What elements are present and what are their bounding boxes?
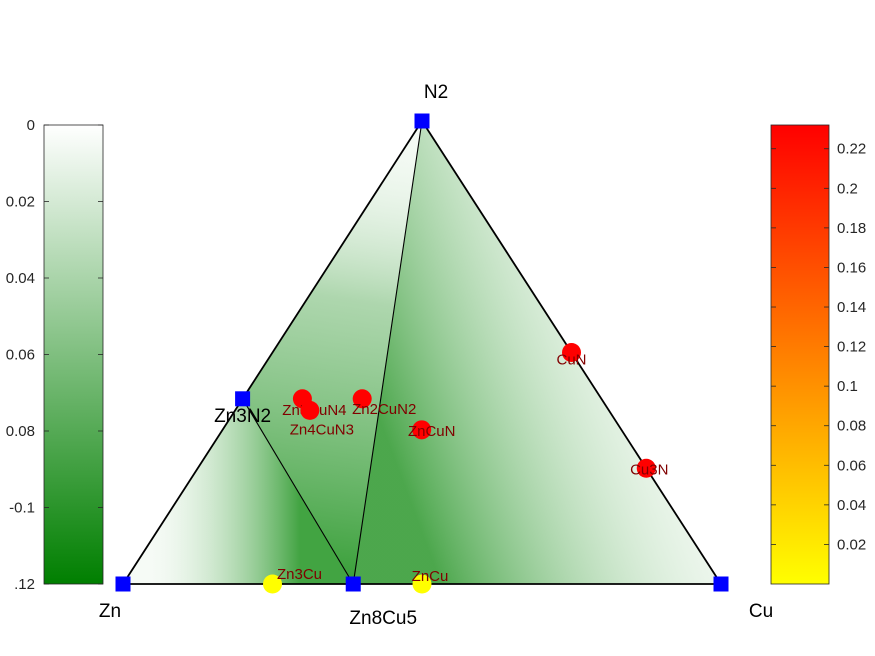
stable-point-cu [713, 576, 729, 592]
hull-distance-tick-label: 0.16 [837, 259, 866, 276]
convex-hull-shading [123, 121, 721, 584]
formation-energy-tick-label: 0.02 [6, 194, 35, 211]
label-zn2cun2: Zn2CuN2 [352, 401, 416, 418]
label-zn4cun3: Zn4CuN3 [290, 421, 354, 438]
point-cun [562, 343, 581, 362]
vertex-label-zn: Zn [99, 601, 121, 622]
hull-distance-tick-label: 0.2 [837, 180, 858, 197]
vertex-label-cu: Cu [749, 601, 773, 622]
label-zncu: ZnCu [412, 568, 449, 585]
hull-distance-colorbar-ticks: 0.02 0.04 0.06 0.08 0.1 0.12 0.14 0.16 0.18 0.2 0.… [771, 141, 866, 553]
stable-point-zn8cu5 [345, 576, 361, 592]
stable-point-zn3n2 [235, 391, 251, 407]
hull-distance-tick-label: 0.22 [837, 141, 866, 158]
hull-distance-colorbar: 0.02 0.04 0.06 0.08 0.1 0.12 0.14 0.16 0.18 0.2 0.… [770, 124, 866, 585]
formation-energy-colorbar-fill [44, 125, 103, 584]
point-zncu [412, 574, 432, 594]
formation-energy-tick-label: 0.06 [6, 347, 35, 364]
formation-energy-tick-label: -0.1 [9, 500, 35, 517]
hull-distance-tick-label: 0.08 [837, 418, 866, 435]
point-zncun [412, 420, 432, 440]
stable-point-n2 [414, 113, 430, 129]
vertex-label-n2: N2 [424, 82, 448, 103]
hull-distance-tick-label: 0.1 [837, 378, 858, 395]
label-cu3n: Cu3N [630, 461, 668, 478]
facet-zn8cu5-cu-n2 [353, 121, 721, 584]
hull-distance-tick-label: 0.02 [837, 536, 866, 553]
formation-energy-tick-label: 0.08 [6, 423, 35, 440]
facet-zn3n2-zn8cu5-n2 [242, 121, 422, 584]
facet-zn-zn8cu5-zn3n2 [123, 399, 353, 584]
edge-zn-n2 [122, 120, 423, 585]
tie-line-n2-zn8cu5 [352, 120, 423, 585]
formation-energy-tick-label: .12 [14, 576, 35, 593]
point-zn3cu [263, 574, 282, 594]
tie-lines [242, 120, 423, 585]
unstable-phase-points: CuNCu3NZnCuNZn2CuN2Zn5CuN4Zn4CuN3Zn3CuZn… [263, 343, 668, 594]
hull-distance-tick-label: 0.18 [837, 220, 866, 237]
hull-distance-colorbar-fill [771, 125, 829, 584]
vertex-label-zn8cu5: Zn8Cu5 [349, 608, 417, 629]
formation-energy-tick-label: 0.04 [6, 270, 35, 287]
formation-energy-tick-label: 0 [27, 117, 35, 134]
tie-line-zn3n2-zn8cu5 [242, 398, 354, 585]
hull-distance-tick-label: 0.06 [837, 457, 866, 474]
label-cun: CuN [556, 352, 586, 369]
stable-point-zn [115, 576, 131, 592]
point-zn4cun3 [300, 400, 320, 420]
hull-distance-tick-label: 0.14 [837, 299, 866, 316]
label-zncun: ZnCuN [408, 423, 456, 440]
point-zn2cun2 [352, 389, 372, 409]
formation-energy-colorbar-ticks: 0 0.02 0.04 0.06 0.08 -0.1 .12 [6, 117, 103, 593]
label-zn3cu: Zn3Cu [277, 566, 322, 583]
hull-distance-colorbar-frame [770, 124, 830, 585]
formation-energy-colorbar: 0 0.02 0.04 0.06 0.08 -0.1 .12 [6, 117, 104, 593]
vertex-label-zn3n2: Zn3N2 [214, 406, 271, 427]
hull-distance-tick-label: 0.12 [837, 339, 866, 356]
point-cu3n [636, 458, 656, 478]
hull-distance-tick-label: 0.04 [837, 497, 866, 514]
